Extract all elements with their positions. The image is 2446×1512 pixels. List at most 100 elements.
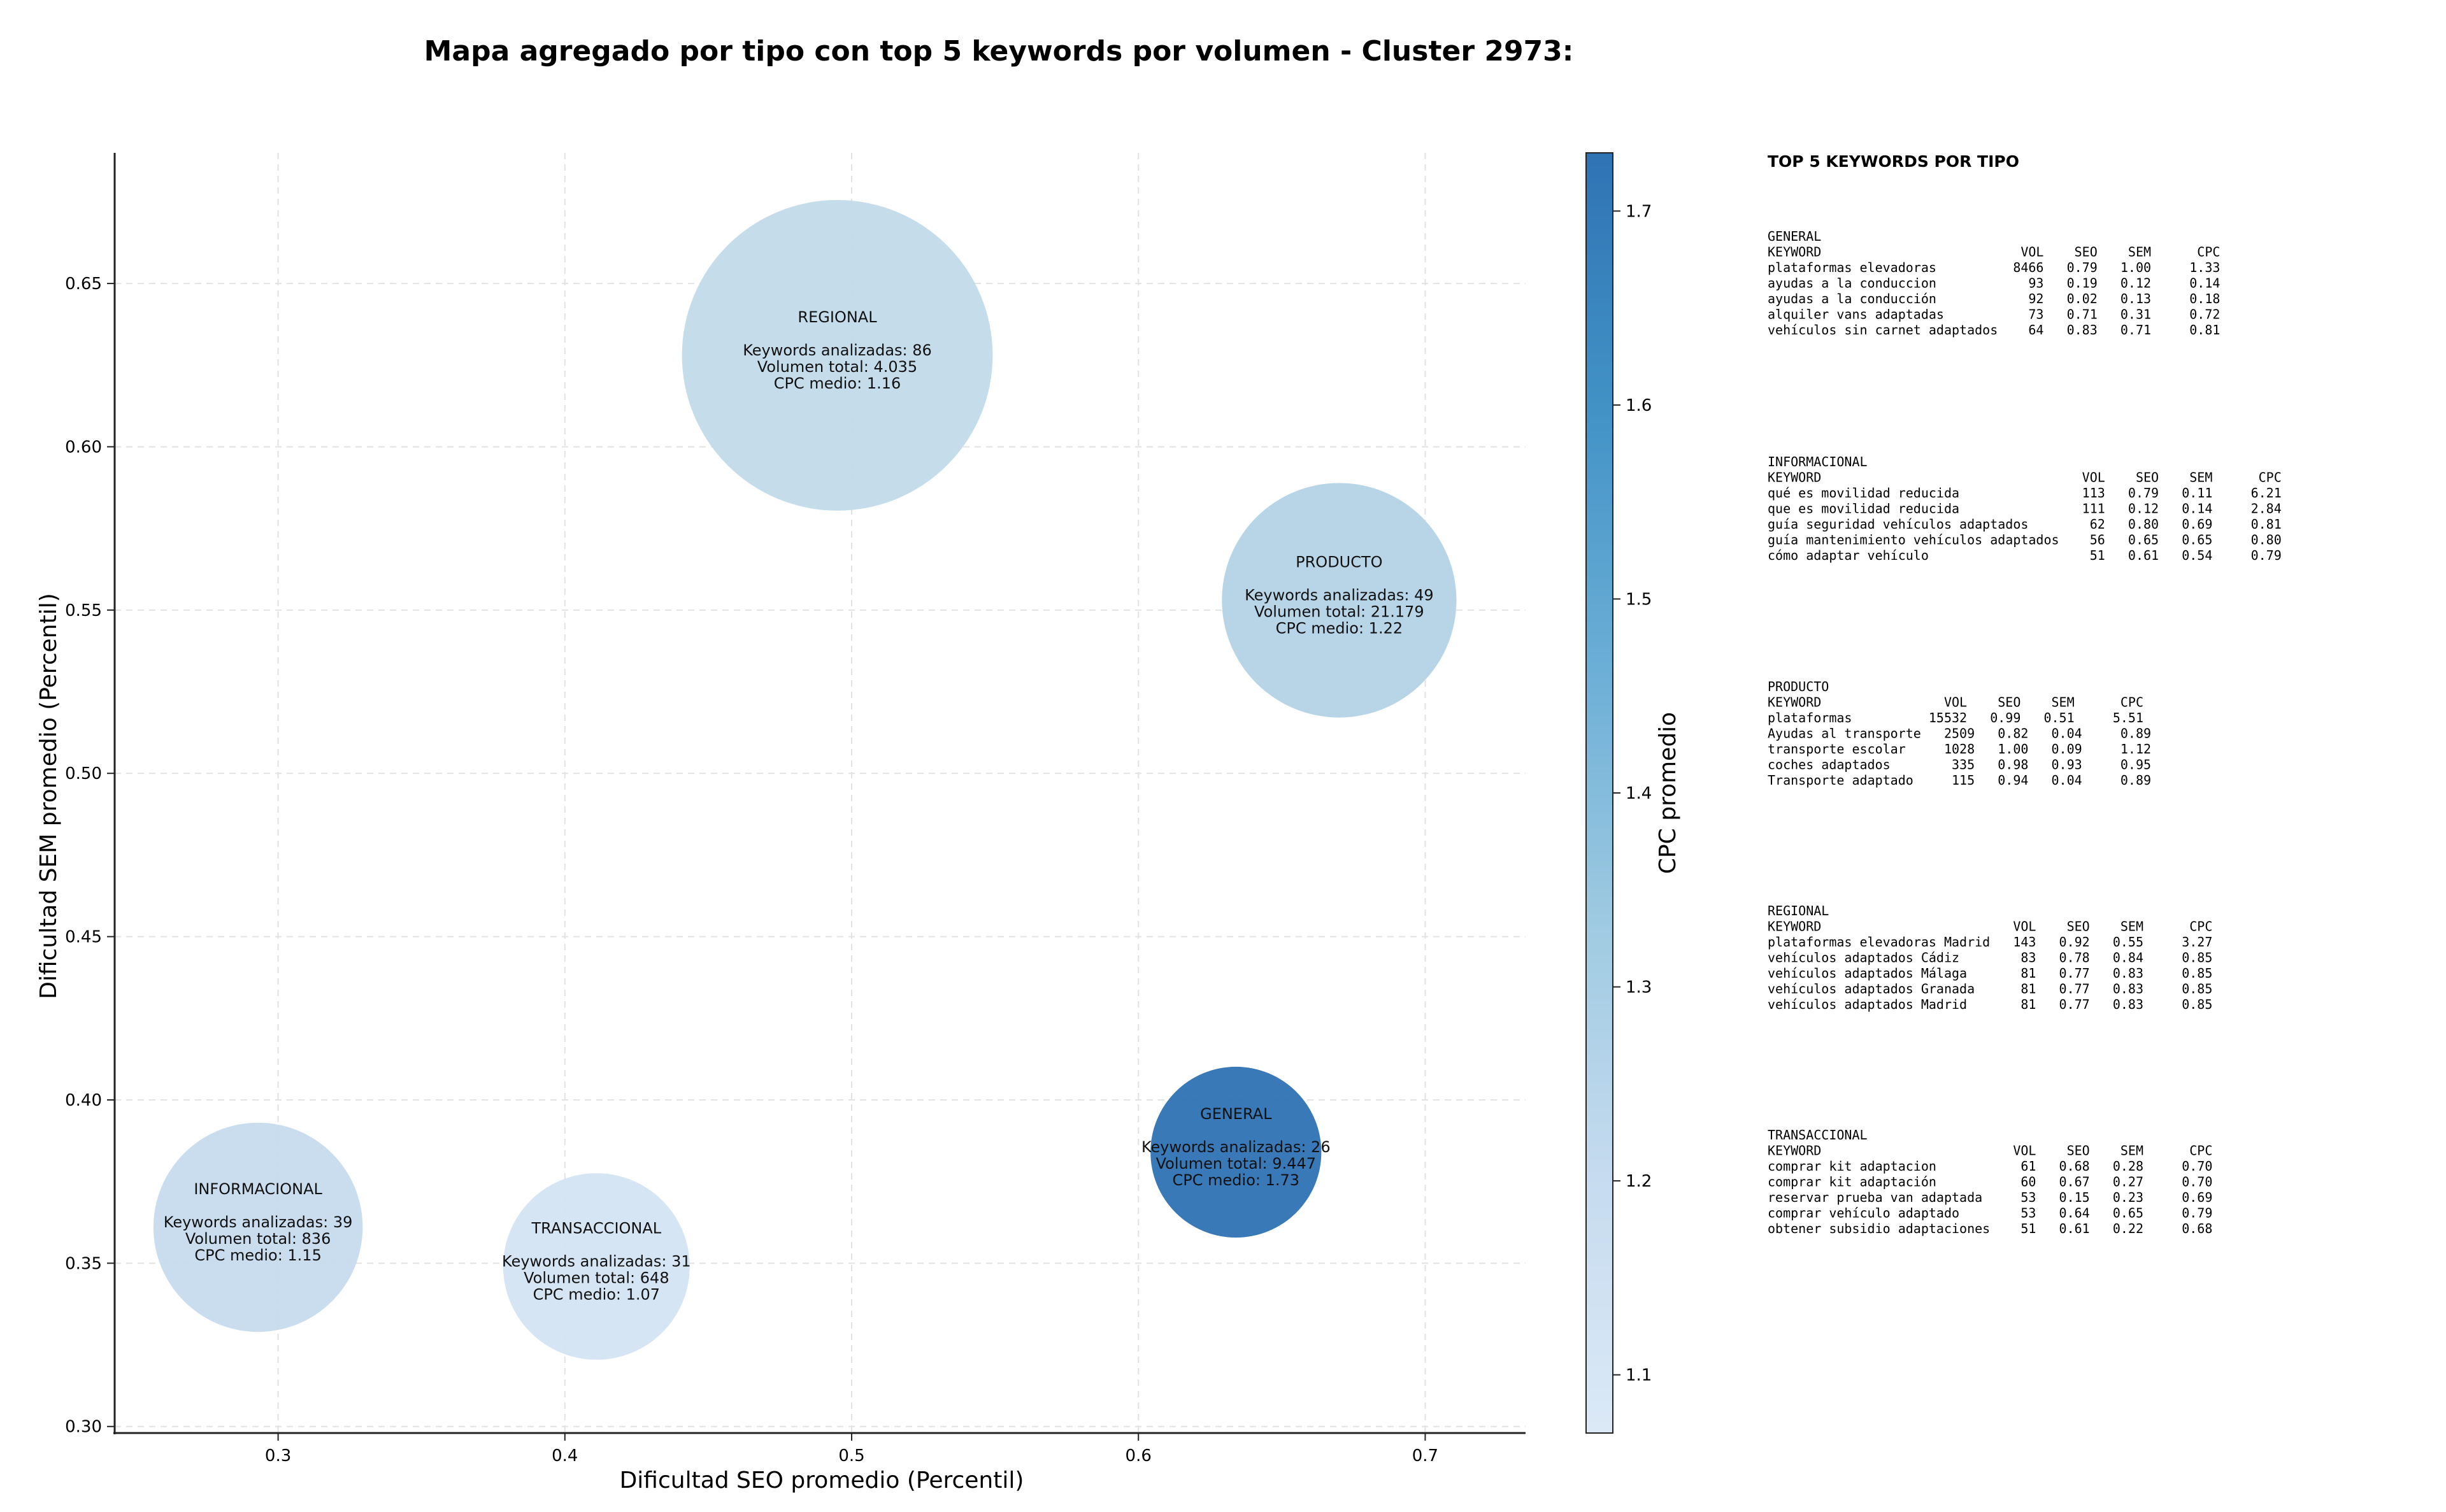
keyword-row: cómo adaptar vehículo 51 0.61 0.54 0.79 bbox=[1768, 548, 2282, 563]
bubble-circle bbox=[503, 1173, 690, 1360]
keyword-row: transporte escolar 1028 1.00 0.09 1.12 bbox=[1768, 741, 2151, 757]
keyword-row: vehículos adaptados Granada 81 0.77 0.83… bbox=[1768, 981, 2212, 997]
keyword-row: plataformas elevadoras 8466 0.79 1.00 1.… bbox=[1768, 260, 2220, 275]
group-header: KEYWORD VOL SEO SEM CPC bbox=[1768, 470, 2282, 485]
bubble-detail-line: CPC medio: 1.73 bbox=[1173, 1171, 1300, 1189]
bubble-detail-line: Volumen total: 648 bbox=[524, 1269, 669, 1287]
group-header: KEYWORD VOL SEO SEM CPC bbox=[1768, 695, 2143, 710]
bubble-name: GENERAL bbox=[1200, 1105, 1272, 1123]
bubble-circle bbox=[1222, 483, 1457, 718]
keyword-row: vehículos sin carnet adaptados 64 0.83 0… bbox=[1768, 322, 2220, 338]
bubble-detail-line: Keywords analizadas: 31 bbox=[502, 1252, 691, 1270]
bubble-circle bbox=[1150, 1066, 1322, 1238]
colorbar-tick-label: 1.1 bbox=[1626, 1366, 1652, 1385]
keyword-row: plataformas 15532 0.99 0.51 5.51 bbox=[1768, 710, 2143, 725]
y-tick-label: 0.35 bbox=[65, 1254, 102, 1273]
group-title: PRODUCTO bbox=[1768, 679, 1829, 694]
group-title: INFORMACIONAL bbox=[1768, 454, 1868, 469]
y-axis-label: Dificultad SEM promedio (Percentil) bbox=[36, 593, 62, 999]
bubble-informacional: INFORMACIONAL Keywords analizadas: 39Volu… bbox=[153, 1122, 363, 1332]
bubble-circle bbox=[153, 1122, 363, 1332]
bubble-circle bbox=[682, 200, 993, 511]
group-title: TRANSACCIONAL bbox=[1768, 1127, 1868, 1143]
keyword-row: guía seguridad vehículos adaptados 62 0.… bbox=[1768, 517, 2282, 532]
group-title: REGIONAL bbox=[1768, 903, 1829, 918]
keyword-row: ayudas a la conducción 92 0.02 0.13 0.18 bbox=[1768, 291, 2220, 306]
colorbar-tick-label: 1.7 bbox=[1626, 202, 1652, 221]
keyword-row: vehículos adaptados Cádiz 83 0.78 0.84 0… bbox=[1768, 950, 2212, 966]
group-header: KEYWORD VOL SEO SEM CPC bbox=[1768, 245, 2220, 260]
keyword-row: Transporte adaptado 115 0.94 0.04 0.89 bbox=[1768, 773, 2151, 788]
axes: 0.3 0.4 0.5 0.6 0.7 0.30 0.35 0.40 0.45 0.50 0.55 0… bbox=[65, 153, 1526, 1466]
chart-title: Mapa agregado por tipo con top 5 keyword… bbox=[424, 35, 1574, 68]
x-tick-label: 0.4 bbox=[552, 1446, 578, 1466]
keyword-row: vehículos adaptados Madrid 81 0.77 0.83 … bbox=[1768, 997, 2212, 1012]
keyword-row: plataformas elevadoras Madrid 143 0.92 0… bbox=[1768, 934, 2212, 950]
keyword-row: ayudas a la conduccion 93 0.19 0.12 0.14 bbox=[1768, 276, 2220, 291]
colorbar-tick-label: 1.5 bbox=[1626, 590, 1652, 609]
keyword-row: comprar kit adaptacion 61 0.68 0.28 0.70 bbox=[1768, 1159, 2212, 1174]
keyword-row: Ayudas al transporte 2509 0.82 0.04 0.89 bbox=[1768, 726, 2151, 741]
bubble-detail-line: CPC medio: 1.16 bbox=[774, 374, 901, 392]
colorbar: 1.1 1.2 1.3 1.4 1.5 1.6 1.7 bbox=[1585, 152, 1652, 1434]
x-axis-label: Dificultad SEO promedio (Percentil) bbox=[620, 1467, 1024, 1494]
group-title: GENERAL bbox=[1768, 229, 1821, 244]
keyword-row: reservar prueba van adaptada 53 0.15 0.2… bbox=[1768, 1190, 2212, 1205]
bubble-detail-line: CPC medio: 1.07 bbox=[533, 1285, 661, 1303]
colorbar-tick-label: 1.6 bbox=[1626, 396, 1652, 415]
bubble-name: INFORMACIONAL bbox=[194, 1180, 322, 1198]
keyword-row: obtener subsidio adaptaciones 51 0.61 0.… bbox=[1768, 1221, 2212, 1236]
bubble-detail-line: CPC medio: 1.15 bbox=[194, 1246, 322, 1264]
x-tick-label: 0.6 bbox=[1126, 1446, 1152, 1466]
y-tick-label: 0.60 bbox=[65, 438, 102, 457]
y-tick-label: 0.65 bbox=[65, 275, 102, 294]
y-tick-label: 0.55 bbox=[65, 601, 102, 620]
bubble-detail-line: Volumen total: 9.447 bbox=[1156, 1155, 1316, 1173]
y-tick-label: 0.30 bbox=[65, 1418, 102, 1437]
x-tick-label: 0.7 bbox=[1412, 1446, 1438, 1466]
colorbar-tick-label: 1.4 bbox=[1626, 784, 1652, 803]
panel-heading: TOP 5 KEYWORDS POR TIPO bbox=[1768, 152, 2019, 171]
group-header: KEYWORD VOL SEO SEM CPC bbox=[1768, 919, 2212, 934]
bubble-transaccional: TRANSACCIONAL Keywords analizadas: 31Volu… bbox=[502, 1173, 691, 1360]
bubble-detail-line: Keywords analizadas: 86 bbox=[743, 341, 932, 359]
colorbar-label: CPC promedio bbox=[1655, 712, 1681, 874]
x-tick-label: 0.5 bbox=[838, 1446, 864, 1466]
bubble-detail-line: CPC medio: 1.22 bbox=[1276, 619, 1403, 637]
keyword-row: qué es movilidad reducida 113 0.79 0.11 … bbox=[1768, 485, 2282, 501]
group-header: KEYWORD VOL SEO SEM CPC bbox=[1768, 1143, 2212, 1159]
keyword-row: comprar vehículo adaptado 53 0.64 0.65 0… bbox=[1768, 1206, 2212, 1221]
colorbar-tick-label: 1.3 bbox=[1626, 978, 1652, 997]
bubble-detail-line: Volumen total: 836 bbox=[185, 1230, 331, 1248]
keyword-row: coches adaptados 335 0.98 0.93 0.95 bbox=[1768, 757, 2151, 773]
bubble-detail-line: Keywords analizadas: 49 bbox=[1245, 586, 1434, 604]
bubble-detail-line: Keywords analizadas: 26 bbox=[1141, 1138, 1331, 1156]
y-tick-label: 0.40 bbox=[65, 1091, 102, 1110]
y-tick-label: 0.50 bbox=[65, 764, 102, 783]
y-tick-label: 0.45 bbox=[65, 928, 102, 947]
bubble-detail-line: Keywords analizadas: 39 bbox=[164, 1213, 353, 1231]
keyword-row: que es movilidad reducida 111 0.12 0.14 … bbox=[1768, 501, 2282, 517]
x-tick-label: 0.3 bbox=[265, 1446, 291, 1466]
keyword-row: comprar kit adaptación 60 0.67 0.27 0.70 bbox=[1768, 1174, 2212, 1190]
keyword-row: alquiler vans adaptadas 73 0.71 0.31 0.7… bbox=[1768, 307, 2220, 322]
colorbar-gradient bbox=[1585, 152, 1613, 1434]
bubble-name: REGIONAL bbox=[797, 308, 877, 326]
bubble-detail-line: Volumen total: 4.035 bbox=[757, 358, 917, 376]
keyword-row: vehículos adaptados Málaga 81 0.77 0.83 … bbox=[1768, 966, 2212, 981]
colorbar-tick-label: 1.2 bbox=[1626, 1172, 1652, 1191]
keyword-row: guía mantenimiento vehículos adaptados 5… bbox=[1768, 532, 2282, 548]
bubble-detail-line: Volumen total: 21.179 bbox=[1254, 603, 1424, 620]
bubble-name: PRODUCTO bbox=[1296, 553, 1382, 571]
